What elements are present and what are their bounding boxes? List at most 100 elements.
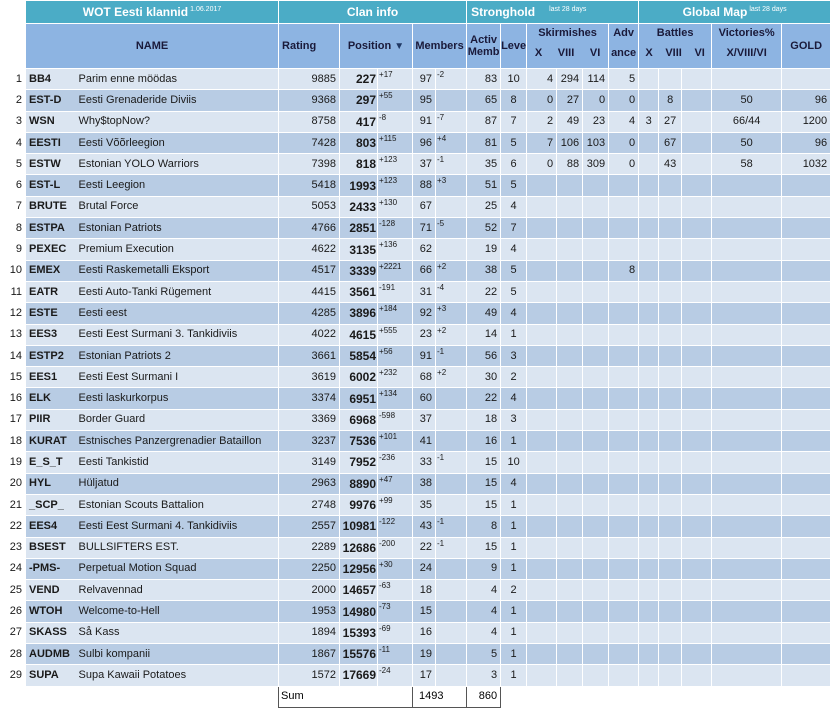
advance-value [609, 558, 639, 579]
clan-name: Parim enne möödas [76, 69, 279, 90]
battles-vi [682, 537, 712, 558]
rating-value: 1953 [279, 601, 340, 622]
clan-name: Estonian Patriots [76, 218, 279, 239]
battles-viii [659, 324, 682, 345]
members-delta: -5 [436, 218, 467, 239]
position-delta: +123 [378, 154, 413, 175]
clan-name: Eesti Eest Surmani I [76, 367, 279, 388]
col-skirm-viii[interactable]: VIII [558, 48, 575, 59]
col-advance[interactable]: Adv ance [609, 24, 639, 69]
advance-value: 4 [609, 111, 639, 132]
battles-viii [659, 452, 682, 473]
col-active-members[interactable]: Activ Memb [467, 24, 501, 69]
col-gm-viii[interactable]: VIII [665, 48, 682, 59]
victories-value [712, 281, 782, 302]
active-members-value: 83 [467, 69, 501, 90]
col-level[interactable]: Level [501, 24, 527, 69]
clan-tag: BB4 [26, 69, 76, 90]
col-victories[interactable]: Victories% X/VIII/VI [712, 24, 782, 69]
col-name[interactable]: NAME [26, 24, 279, 69]
clan-tag: BSEST [26, 537, 76, 558]
skirmish-viii [557, 580, 583, 601]
sort-desc-icon[interactable]: ▼ [394, 41, 404, 52]
col-members[interactable]: Members [413, 24, 467, 69]
row-number: 17 [1, 409, 26, 430]
corner-cell [1, 1, 26, 24]
stronghold-level: 10 [501, 69, 527, 90]
col-gm-x[interactable]: X [645, 48, 652, 59]
clan-tag: PEXEC [26, 239, 76, 260]
skirmish-vi [583, 431, 609, 452]
col-gm-vi[interactable]: VI [694, 48, 704, 59]
victories-value [712, 558, 782, 579]
battles-x [639, 644, 659, 665]
clan-name: Hüljatud [76, 473, 279, 494]
members-value: 92 [413, 303, 436, 324]
gold-value [782, 69, 830, 90]
battles-vi [682, 452, 712, 473]
skirmish-viii [557, 452, 583, 473]
advance-value: 0 [609, 90, 639, 111]
skirmish-vi [583, 516, 609, 537]
col-skirm-vi[interactable]: VI [590, 48, 600, 59]
row-number: 20 [1, 473, 26, 494]
gold-value [782, 431, 830, 452]
col-gold[interactable]: GOLD [782, 24, 830, 69]
members-value: 23 [413, 324, 436, 345]
skirmish-x [527, 537, 557, 558]
advance-value [609, 175, 639, 196]
stronghold-level: 3 [501, 345, 527, 366]
stronghold-level: 4 [501, 473, 527, 494]
clan-name: Så Kass [76, 622, 279, 643]
position-value: 417 [340, 111, 378, 132]
position-delta: +56 [378, 345, 413, 366]
skirmish-x: 2 [527, 111, 557, 132]
clan-name: Brutal Force [76, 196, 279, 217]
active-members-value: 15 [467, 452, 501, 473]
skirmish-vi [583, 473, 609, 494]
advance-value [609, 409, 639, 430]
skirmish-viii: 294 [557, 69, 583, 90]
col-rating[interactable]: Rating [279, 24, 340, 69]
col-skirm-x[interactable]: X [535, 48, 542, 59]
battles-x [639, 580, 659, 601]
stronghold-level: 1 [501, 537, 527, 558]
members-delta: +3 [436, 303, 467, 324]
col-position[interactable]: Position ▼ [340, 24, 413, 69]
victories-value [712, 218, 782, 239]
skirmish-viii [557, 601, 583, 622]
rating-value: 5418 [279, 175, 340, 196]
gold-value [782, 473, 830, 494]
advance-value [609, 303, 639, 324]
row-number: 16 [1, 388, 26, 409]
